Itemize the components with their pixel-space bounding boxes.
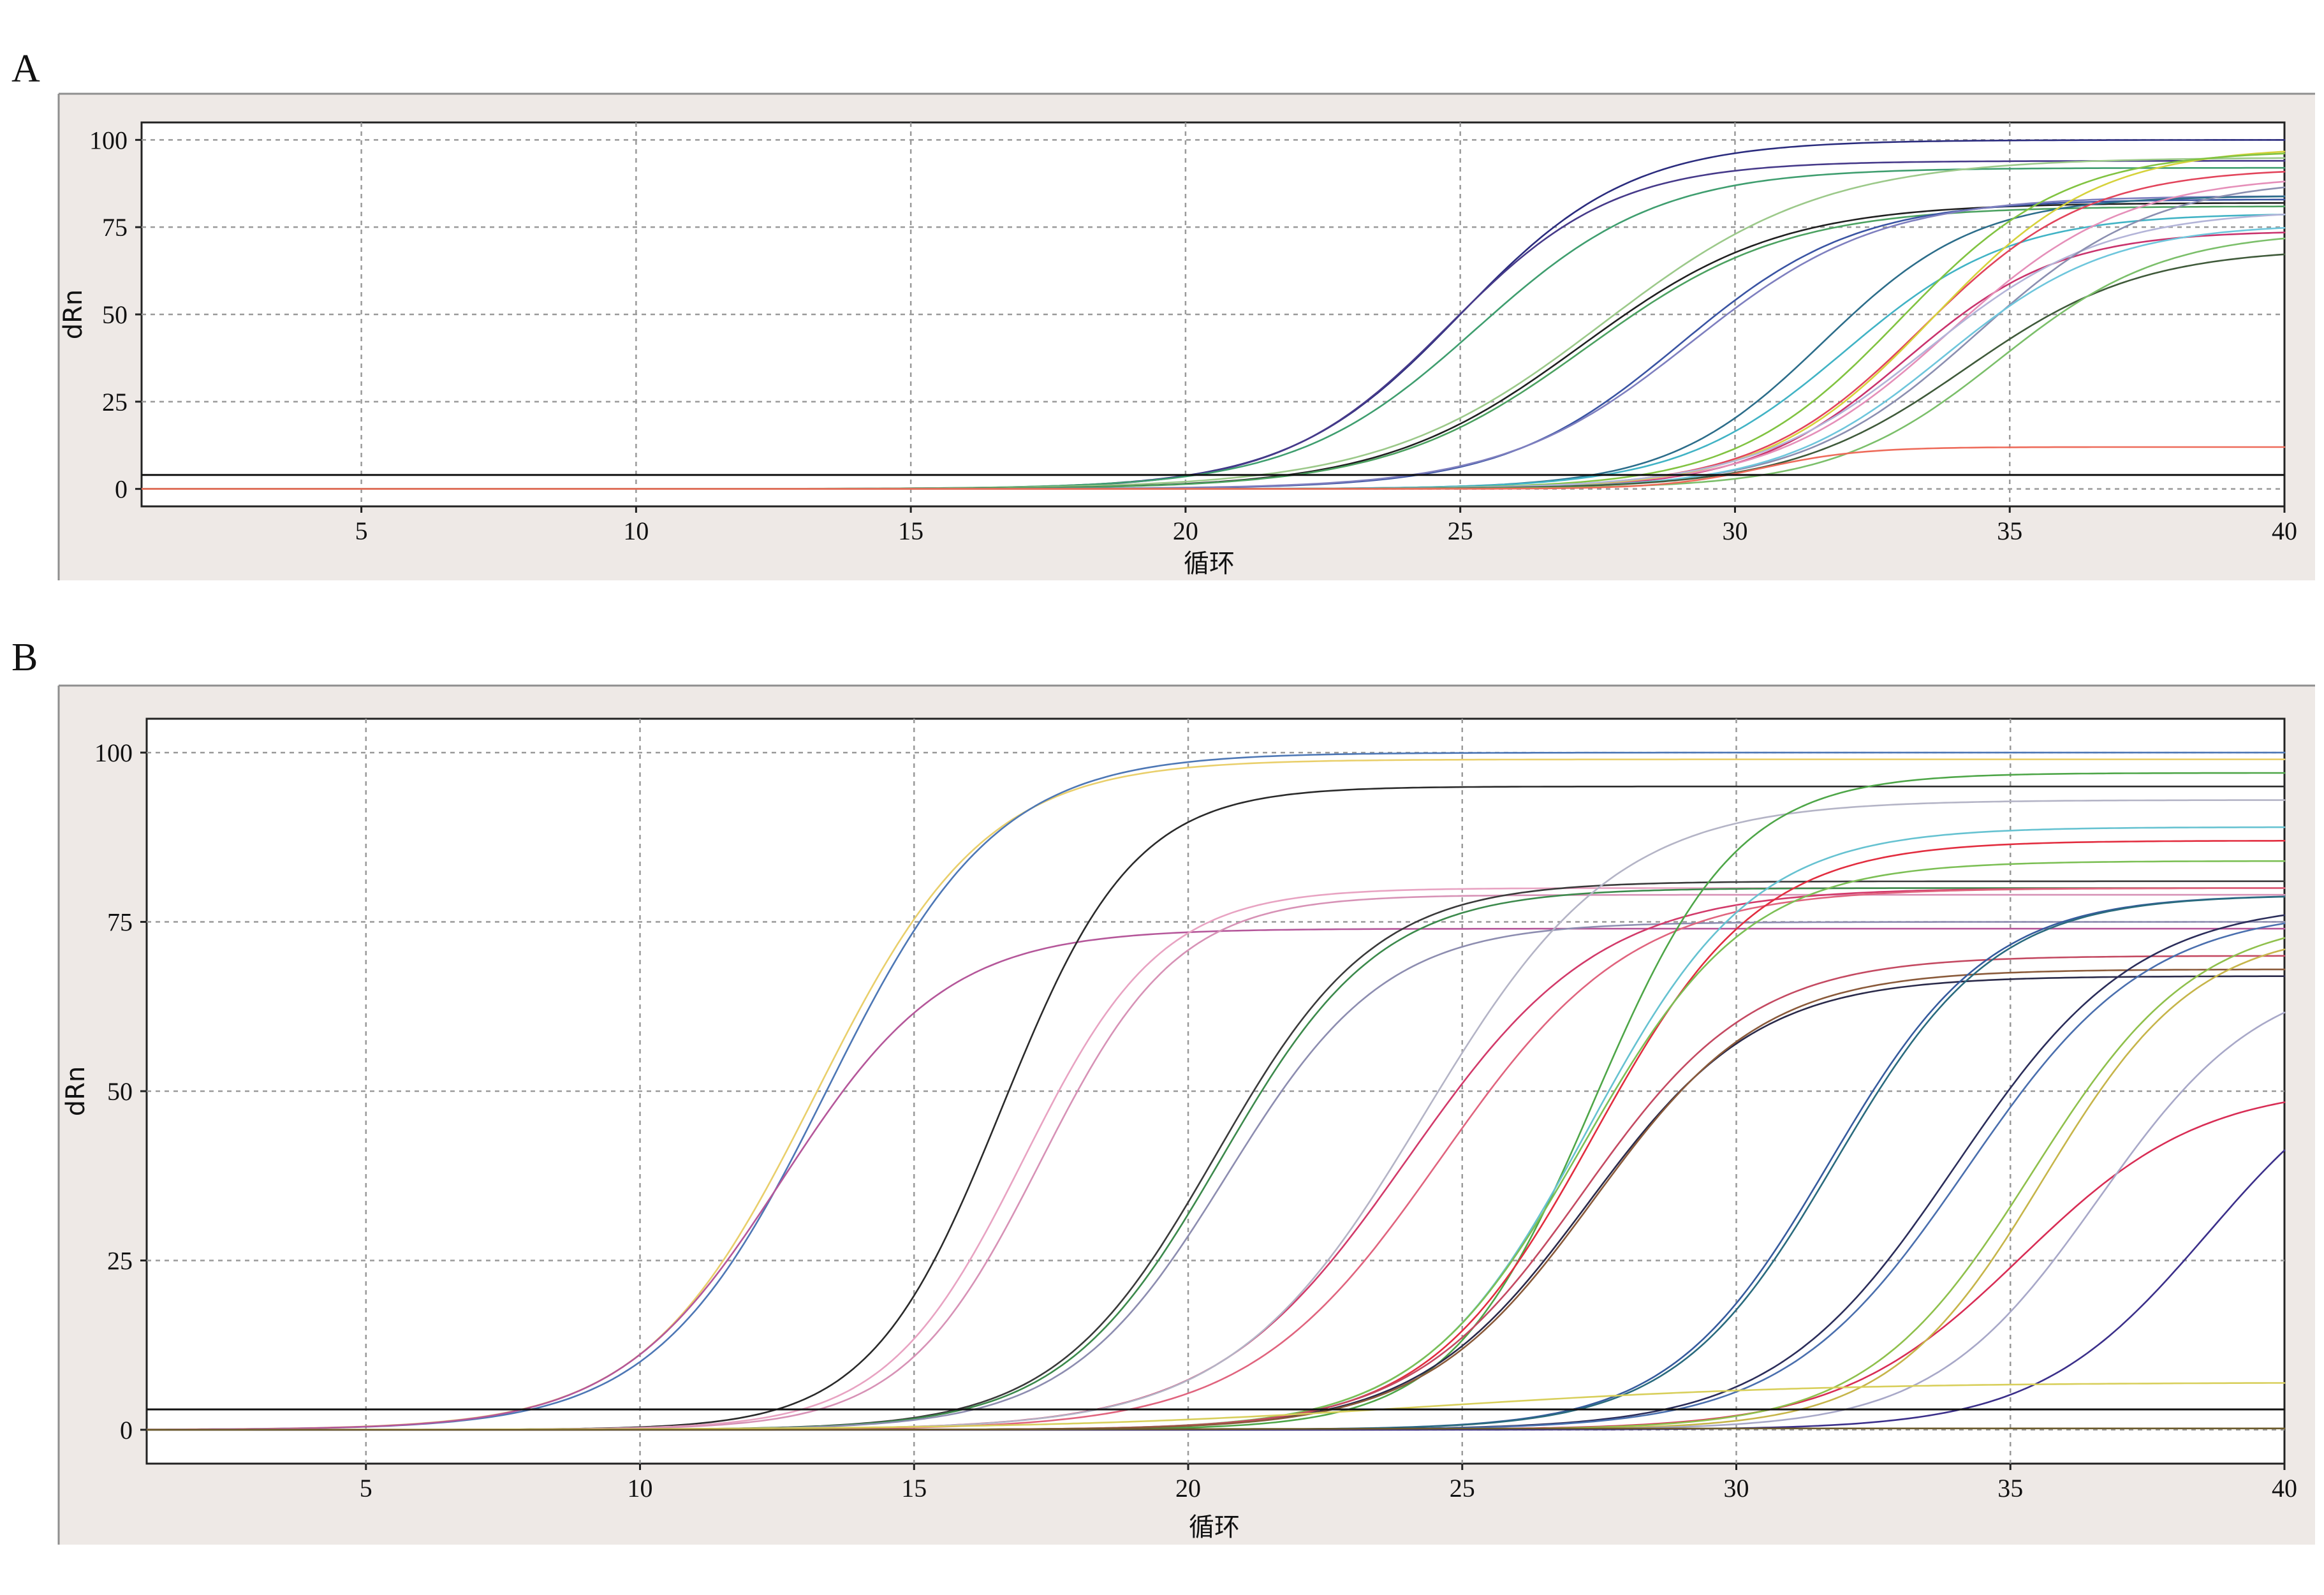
panel-b-curve-3 [145,927,2286,1430]
panel-a-y-tick-label-0: 0 [115,475,128,504]
panel-a-y-tick-label-100: 100 [89,126,128,154]
panel-a-x-tick-label-5: 5 [355,517,368,545]
panel-b-curve-2 [145,751,2286,1430]
panel-a-x-tick-label-30: 30 [1722,517,1747,545]
panel-a-x-ticks: 5 10 15 20 25 30 35 40 [355,506,2297,545]
panel-b-y-axis-label: dRn [61,1066,91,1117]
panel-a-x-tick-label-10: 10 [623,517,649,545]
panel-b-curves [145,751,2286,1431]
panel-a-curve-21 [140,446,2286,490]
panel-b-y-tick-label-0: 0 [120,1416,133,1444]
panel-b-plot-area [145,717,2286,1465]
panel-b-x-tick-label-10: 10 [628,1474,653,1503]
panel-b-x-tick-label-25: 25 [1450,1474,1475,1503]
panel-b-x-tick-label-40: 40 [2272,1474,2297,1503]
panel-a-x-tick-label-40: 40 [2272,517,2297,545]
panel-a-y-tick-label-75: 75 [102,213,128,242]
panel-a-letter: A [11,47,40,91]
panel-b-y-tick-label-50: 50 [107,1077,133,1106]
panel-a-y-tick-label-25: 25 [102,388,128,416]
panel-b-y-tick-label-75: 75 [107,908,133,937]
panel-b-x-tick-label-20: 20 [1175,1474,1201,1503]
panel-b-x-axis-label: 循环 [1189,1513,1240,1542]
panel-a: A 5 10 15 20 25 30 35 40 0 25 50 75 100 循环 dRn [11,47,2315,580]
panel-b-x-tick-label-5: 5 [360,1474,372,1503]
panel-b: B 5 10 15 20 25 30 35 40 0 25 50 75 100 循环 dRn [11,636,2315,1545]
panel-a-y-ticks: 0 25 50 75 100 [89,126,142,504]
panel-b-letter: B [11,636,38,679]
panel-a-x-tick-label-35: 35 [1997,517,2022,545]
panel-b-y-ticks: 0 25 50 75 100 [94,739,147,1444]
panel-b-x-tick-label-15: 15 [901,1474,927,1503]
panel-a-y-axis-label: dRn [59,290,88,340]
panel-a-x-tick-label-25: 25 [1448,517,1473,545]
panel-a-curves [140,139,2286,490]
panel-a-x-tick-label-15: 15 [898,517,923,545]
panel-a-x-tick-label-20: 20 [1173,517,1198,545]
panel-b-y-tick-label-100: 100 [94,739,133,767]
panel-b-x-tick-label-35: 35 [1997,1474,2023,1503]
panel-a-y-tick-label-50: 50 [102,300,128,329]
panel-b-curve-30 [145,1427,2286,1431]
panel-b-y-tick-label-25: 25 [107,1246,133,1275]
panel-b-x-tick-label-30: 30 [1724,1474,1749,1503]
panel-b-x-ticks: 5 10 15 20 25 30 35 40 [360,1464,2297,1503]
panel-a-x-axis-label: 循环 [1184,549,1235,578]
